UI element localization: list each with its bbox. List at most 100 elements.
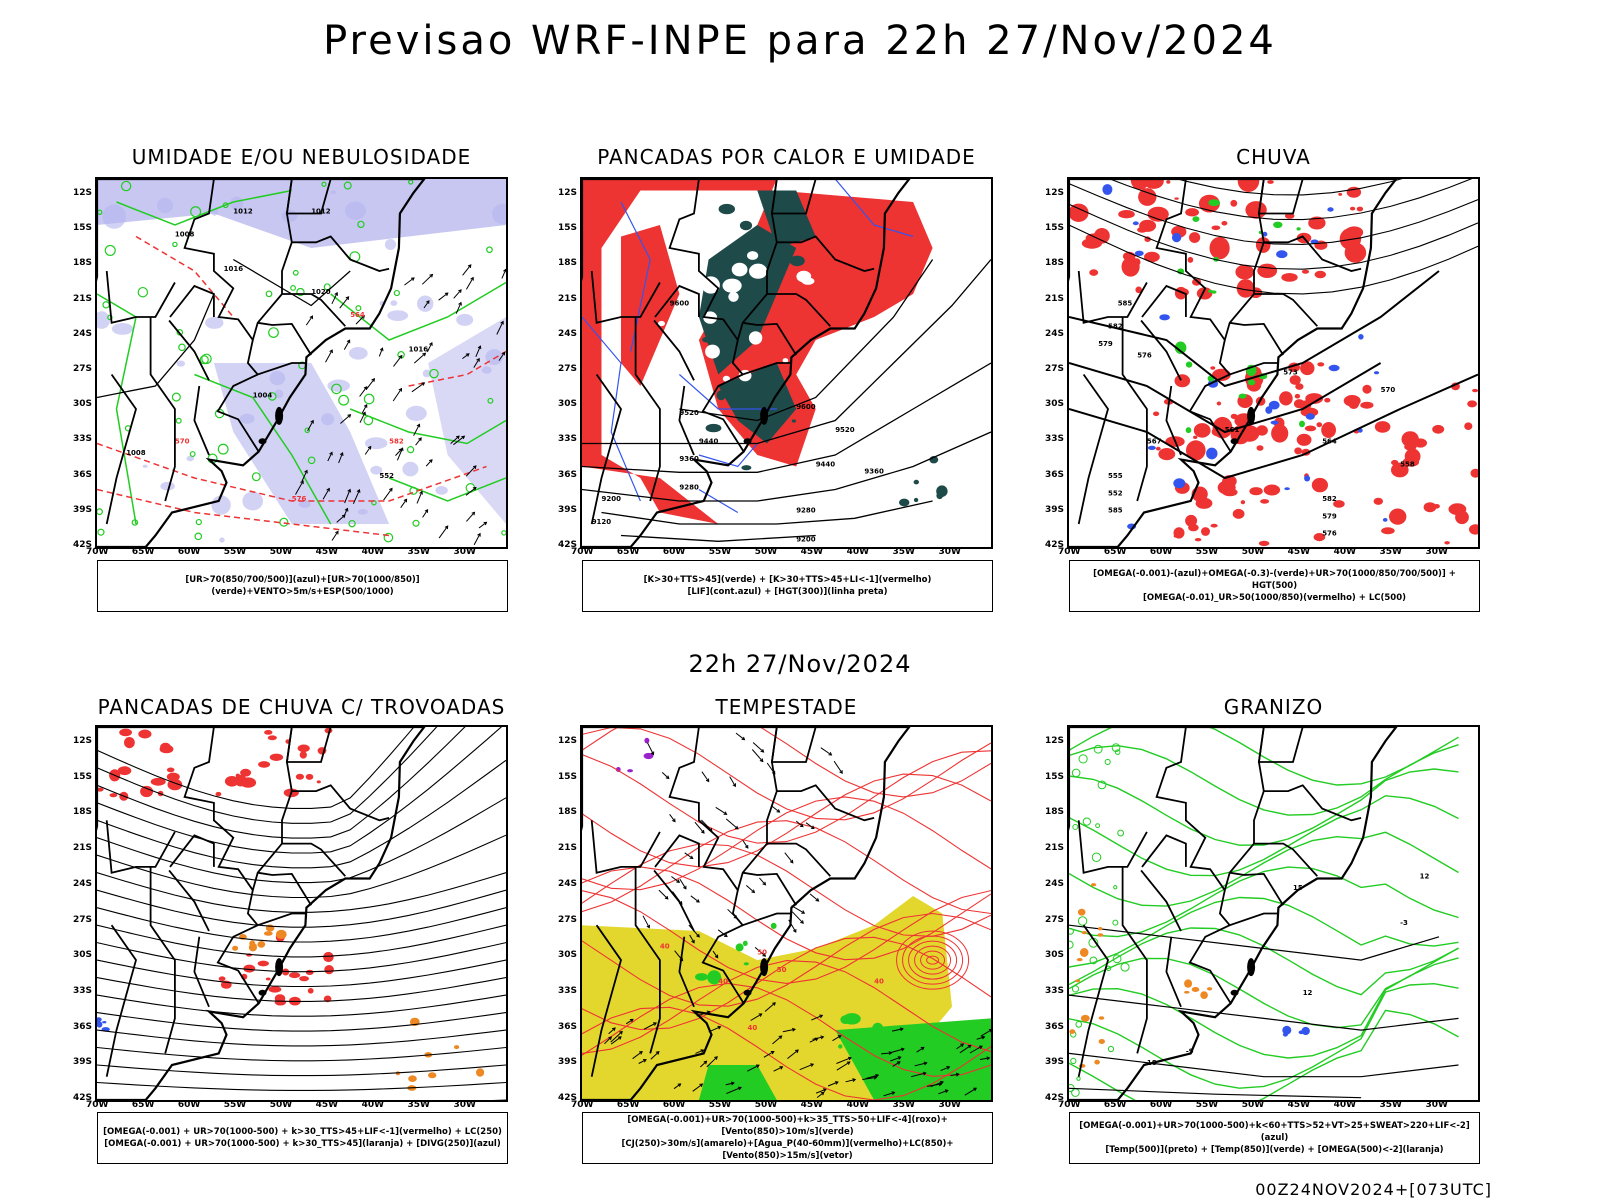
state-border xyxy=(1077,820,1148,874)
temp-850-contour xyxy=(1069,982,1459,1089)
wind-vector xyxy=(964,1087,978,1096)
humidity-upper-area xyxy=(211,495,231,515)
rain-area xyxy=(1210,366,1216,370)
omega-500-area xyxy=(1098,1039,1105,1044)
panel-title-6: GRANIZO xyxy=(1223,695,1324,719)
instability-index-area xyxy=(582,179,933,524)
humidity-upper-area xyxy=(492,203,506,225)
state-border xyxy=(1257,727,1304,763)
streamline xyxy=(97,1029,506,1047)
state-border xyxy=(1140,319,1182,381)
wind-vector xyxy=(940,1066,951,1072)
rain-area xyxy=(1338,192,1343,196)
rain-area xyxy=(1317,362,1325,367)
humidity-upper-area xyxy=(281,209,298,222)
storm-area xyxy=(627,769,633,773)
rain-area xyxy=(1230,413,1238,419)
lat-tick-label: 42S xyxy=(73,540,93,550)
lat-tick-label: 39S xyxy=(73,1057,93,1068)
rain-area xyxy=(1221,221,1228,226)
humidity-lower-contour xyxy=(107,314,113,321)
thickness-contour xyxy=(97,442,487,502)
humidity-lower-contour xyxy=(348,519,356,528)
temp-850-contour xyxy=(1113,885,1118,890)
wind-vector xyxy=(383,487,393,501)
lon-tick-label: 60W xyxy=(177,1100,201,1110)
lat-tick-label: 42S xyxy=(1045,1093,1065,1103)
humidity-upper-area xyxy=(345,201,366,220)
lon-tick-label: 60W xyxy=(177,547,201,557)
humidity-upper-area xyxy=(387,310,409,321)
humidity-lower-contour xyxy=(321,181,327,187)
temp-850-contour xyxy=(1069,896,1459,968)
humidity-lower-contour xyxy=(388,477,506,502)
wind-vector xyxy=(625,1018,634,1025)
omega-blue-area xyxy=(1382,518,1388,522)
omega-green-area xyxy=(1238,393,1247,399)
thunder-area xyxy=(215,791,222,797)
lon-tick-label: 55W xyxy=(223,547,247,557)
hgt-300-contour xyxy=(601,500,933,525)
lon-tick-label: 45W xyxy=(1287,1100,1311,1110)
temp-850-contour xyxy=(1114,749,1121,755)
rain-area xyxy=(1145,254,1152,257)
wind-vector xyxy=(820,747,833,756)
rain-area xyxy=(1432,424,1445,434)
thunder-area xyxy=(299,751,307,759)
wind-vector xyxy=(604,1036,613,1045)
rain-area xyxy=(1153,411,1160,417)
omega-green-area xyxy=(1296,227,1301,231)
rain-area xyxy=(1314,270,1326,279)
hgt-300-contour xyxy=(582,431,991,502)
lon-tick-label: 30W xyxy=(453,1100,476,1110)
omega-500-area xyxy=(1094,1059,1100,1065)
wind-vector xyxy=(331,530,339,541)
lon-tick-label: 70W xyxy=(86,1100,109,1110)
wind-vector xyxy=(355,314,365,325)
contour-label: 9360 xyxy=(679,455,699,463)
lat-tick-label: 39S xyxy=(73,504,93,515)
precipitable-water-contour xyxy=(914,945,952,975)
wind-vector xyxy=(610,1036,622,1045)
wind-vector xyxy=(772,1035,783,1045)
humidity-lower-contour xyxy=(267,392,277,401)
hgt-300-contour xyxy=(620,534,816,542)
wind-vector xyxy=(455,301,462,314)
wind-vector xyxy=(751,749,764,763)
rain-area xyxy=(1464,422,1473,430)
lon-tick-label: 70W xyxy=(1058,547,1081,557)
lat-tick-label: 36S xyxy=(1045,469,1065,480)
wind-vector xyxy=(392,387,403,402)
k-tts-area xyxy=(698,225,797,375)
lon-tick-label: 30W xyxy=(453,547,476,557)
thunder-orange-area xyxy=(248,943,257,952)
lat-tick-label: 21S xyxy=(1045,293,1065,304)
rain-area xyxy=(1374,421,1391,433)
streamline xyxy=(97,727,438,824)
state-border xyxy=(767,293,831,327)
legend-line: [OMEGA(-0.001)+UR>70(1000-500)+k>35_TTS>… xyxy=(627,1115,948,1137)
wind-vector xyxy=(979,1056,991,1061)
rain-area xyxy=(1216,401,1222,406)
temp-850-contour xyxy=(1104,758,1111,765)
clear-area xyxy=(705,344,720,359)
wind-vector xyxy=(475,345,482,357)
map-panel-3: 585 582 579 576 573 570 567 564 561 558 555 552 585 5… xyxy=(1067,177,1480,549)
state-border xyxy=(1254,293,1318,327)
contour-label: 1004 xyxy=(253,392,273,400)
k-tts-area xyxy=(757,190,816,248)
panel-legend-1: [UR>70(850/700/500)](azul)+[UR>70(1000/8… xyxy=(97,560,508,612)
panel-legend-4: [OMEGA(-0.001) + UR>70(1000-500) + k>30_… xyxy=(97,1112,508,1164)
humidity-lower-contour xyxy=(501,530,506,536)
thunder-orange-area xyxy=(476,1068,485,1077)
rain-area xyxy=(1260,499,1270,504)
humidity-lower-contour xyxy=(189,451,196,458)
lat-tick-label: 42S xyxy=(1045,540,1065,550)
humidity-upper-area xyxy=(176,360,185,367)
model-run-label: 00Z24NOV2024+[073UTC] xyxy=(1255,1180,1492,1199)
k-tts-area xyxy=(741,465,752,471)
state-border xyxy=(282,293,346,327)
rain-area xyxy=(1362,384,1372,394)
hgt-300-contour xyxy=(582,362,991,473)
thunder-area xyxy=(297,744,310,753)
